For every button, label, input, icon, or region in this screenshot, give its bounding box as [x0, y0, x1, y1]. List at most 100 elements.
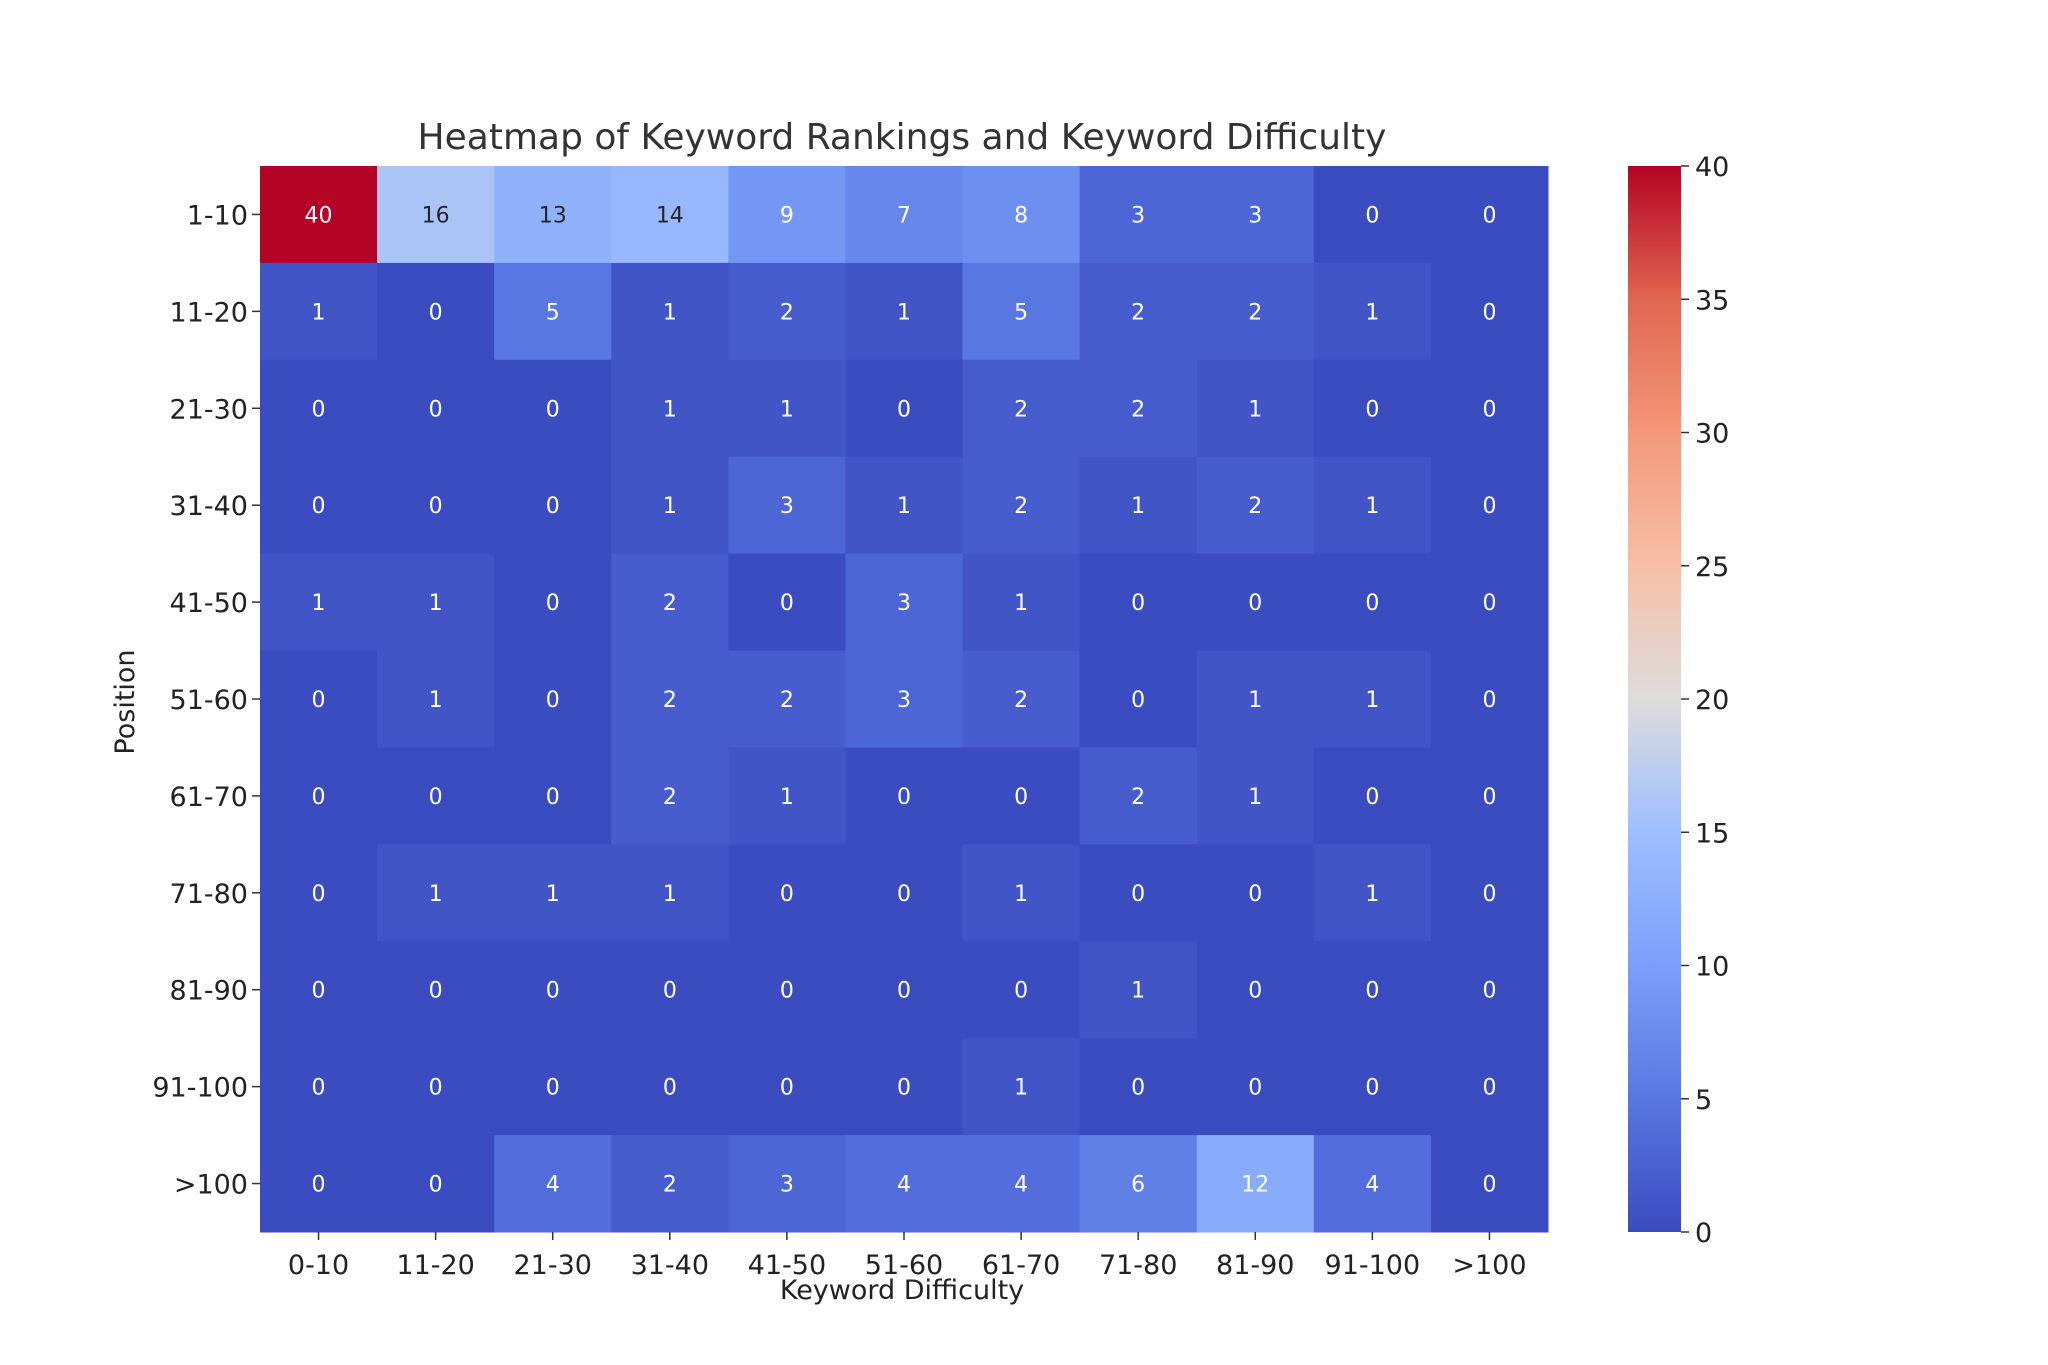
heatmap-cell	[1079, 262, 1198, 361]
heatmap-cell	[377, 1038, 495, 1136]
cell-value-label: 0	[1248, 979, 1262, 1004]
heatmap-cell	[845, 456, 964, 555]
heatmap-cell	[1313, 941, 1432, 1039]
cell-value-label: 1	[429, 688, 443, 713]
heatmap-cell	[1079, 1135, 1198, 1233]
y-axis-label: Position	[110, 649, 141, 754]
heatmap-cell	[1196, 166, 1315, 264]
heatmap-cell	[728, 456, 846, 555]
y-tick-label: 1-10	[187, 200, 248, 231]
heatmap-cell	[962, 747, 1081, 845]
heatmap-cell	[611, 262, 729, 361]
heatmap-cell	[260, 262, 378, 361]
heatmap-cell	[1079, 747, 1198, 845]
cell-value-label: 1	[663, 882, 677, 907]
heatmap-cell	[1313, 844, 1432, 942]
heatmap-cell	[845, 844, 964, 942]
heatmap-cell	[1313, 553, 1432, 652]
heatmap-cell	[377, 650, 495, 748]
colorbar-ticks: 0 5 10 15 20 25 30 35 40	[1681, 152, 1729, 1249]
cell-value-label: 8	[1014, 203, 1028, 228]
x-axis-ticks: 0-10 11-20 21-30 31-40 41-50 51-60 61-70 71-80 8…	[288, 1232, 1527, 1281]
cell-value-label: 0	[1014, 979, 1028, 1004]
cell-value-label: 1	[1248, 688, 1262, 713]
cell-value-label: 0	[1365, 203, 1379, 228]
cell-value-label: 0	[1482, 979, 1496, 1004]
cell-value-label: 0	[429, 1173, 443, 1198]
heatmap-cell	[611, 844, 729, 942]
cell-value-label: 1	[546, 882, 560, 907]
y-tick-label: 51-60	[170, 685, 248, 716]
cell-value-label: 0	[546, 979, 560, 1004]
y-tick-label: 61-70	[170, 782, 248, 813]
heatmap-cell	[1430, 844, 1549, 942]
heatmap-cell	[1196, 456, 1315, 555]
heatmap-cell	[845, 166, 964, 264]
heatmap-cell	[845, 553, 964, 652]
heatmap-cell	[962, 844, 1081, 942]
heatmap-cell	[377, 262, 495, 361]
cell-value-label: 1	[1014, 882, 1028, 907]
heatmap-cell	[494, 262, 612, 361]
cell-value-label: 1	[1014, 1076, 1028, 1101]
y-tick-label: 91-100	[152, 1073, 248, 1104]
cell-value-label: 14	[656, 203, 684, 228]
heatmap-cell	[728, 941, 846, 1039]
colorbar-tick-label: 20	[1695, 685, 1729, 716]
heatmap-cell	[611, 553, 729, 652]
cell-value-label: 3	[897, 688, 911, 713]
heatmap-cell	[728, 359, 846, 458]
heatmap-cell	[845, 262, 964, 361]
heatmap-cell	[1079, 844, 1198, 942]
cell-value-label: 1	[312, 591, 326, 616]
cell-value-label: 0	[1482, 785, 1496, 810]
heatmap-cell	[260, 456, 378, 555]
heatmap-cell	[377, 166, 495, 264]
heatmap-cell	[1313, 456, 1432, 555]
cell-value-label: 0	[312, 397, 326, 422]
heatmap-cell	[377, 941, 495, 1039]
heatmap-cell	[728, 553, 846, 652]
cell-value-label: 16	[422, 203, 450, 228]
cell-value-label: 0	[663, 1076, 677, 1101]
cell-value-label: 0	[429, 1076, 443, 1101]
colorbar-tick-label: 0	[1695, 1218, 1712, 1249]
heatmap-cell	[1313, 166, 1432, 264]
cell-value-label: 3	[1131, 203, 1145, 228]
cell-value-label: 0	[546, 785, 560, 810]
heatmap-cell	[728, 262, 846, 361]
cell-value-label: 1	[1365, 300, 1379, 325]
cell-value-label: 0	[429, 494, 443, 519]
cell-value-label: 1	[1248, 785, 1262, 810]
cell-value-label: 3	[897, 591, 911, 616]
heatmap-cell	[845, 1038, 964, 1136]
cell-value-label: 0	[1365, 785, 1379, 810]
heatmap-cell	[494, 941, 612, 1039]
heatmap-cell	[728, 747, 846, 845]
cell-value-label: 1	[1365, 688, 1379, 713]
cell-value-label: 2	[1014, 494, 1028, 519]
heatmap-cell	[494, 844, 612, 942]
cell-value-label: 2	[663, 785, 677, 810]
heatmap-cell	[377, 456, 495, 555]
heatmap-cell	[1313, 1038, 1432, 1136]
y-tick-label: 41-50	[170, 588, 248, 619]
colorbar-tick-label: 5	[1695, 1085, 1712, 1116]
cell-value-label: 12	[1241, 1173, 1269, 1198]
cell-value-label: 1	[312, 300, 326, 325]
cell-value-label: 0	[780, 591, 794, 616]
cell-value-label: 1	[780, 785, 794, 810]
heatmap-cell	[494, 456, 612, 555]
cell-value-label: 2	[1131, 785, 1145, 810]
cell-value-label: 1	[663, 300, 677, 325]
cell-value-label: 1	[780, 397, 794, 422]
heatmap-cell	[1196, 1135, 1315, 1233]
cell-value-label: 1	[1248, 397, 1262, 422]
cell-value-label: 0	[1482, 882, 1496, 907]
cell-value-label: 2	[1248, 494, 1262, 519]
heatmap-cell	[611, 166, 729, 264]
heatmap-cells	[260, 166, 1549, 1233]
y-tick-label: 11-20	[170, 297, 248, 328]
cell-value-label: 0	[429, 300, 443, 325]
